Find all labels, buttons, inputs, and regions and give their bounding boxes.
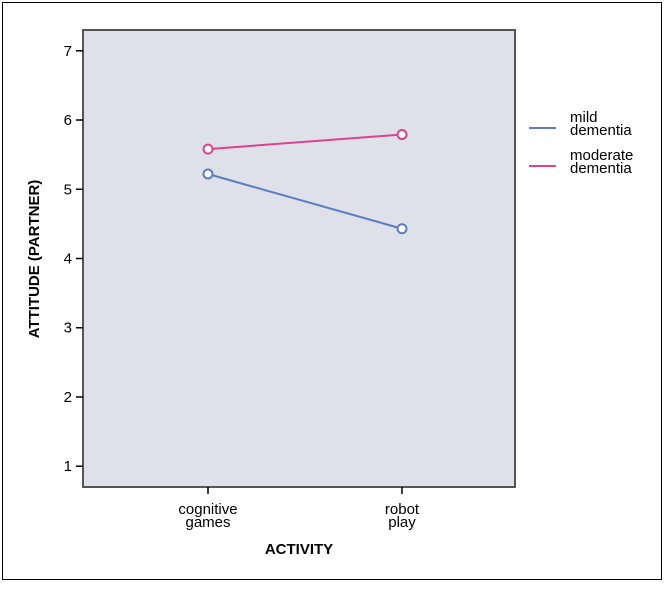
series-layer: [202, 129, 408, 235]
y-tick-label: 5: [64, 181, 72, 198]
legend-label: moderate dementia: [570, 147, 633, 177]
legend-label: mild dementia: [570, 109, 632, 139]
x-tick-label: robot play: [385, 501, 420, 531]
x-tick-label: cognitive games: [178, 501, 237, 531]
series-line: [207, 173, 403, 230]
legend: mild dementia moderate dementia: [529, 109, 633, 177]
series: [202, 168, 408, 235]
y-tick-label: 2: [64, 389, 72, 406]
y-tick-label: 3: [64, 320, 72, 337]
data-point: [202, 168, 214, 180]
data-point: [202, 143, 214, 155]
y-axis-title: ATTITUDE (PARTNER): [26, 180, 43, 339]
x-axis: cognitive games robot play: [178, 487, 420, 531]
x-axis-title: ACTIVITY: [265, 541, 333, 558]
series: [202, 129, 408, 155]
figure-border: [2, 2, 662, 580]
y-axis: 1 2 3 4 5 6 7: [64, 43, 83, 475]
series-line: [207, 133, 403, 151]
data-point: [396, 129, 408, 141]
y-tick-label: 7: [64, 43, 72, 60]
data-point: [396, 223, 408, 235]
plot-area: [82, 29, 516, 488]
y-tick-label: 1: [64, 458, 72, 475]
y-tick-label: 6: [64, 112, 72, 129]
y-tick-label: 4: [64, 251, 72, 268]
